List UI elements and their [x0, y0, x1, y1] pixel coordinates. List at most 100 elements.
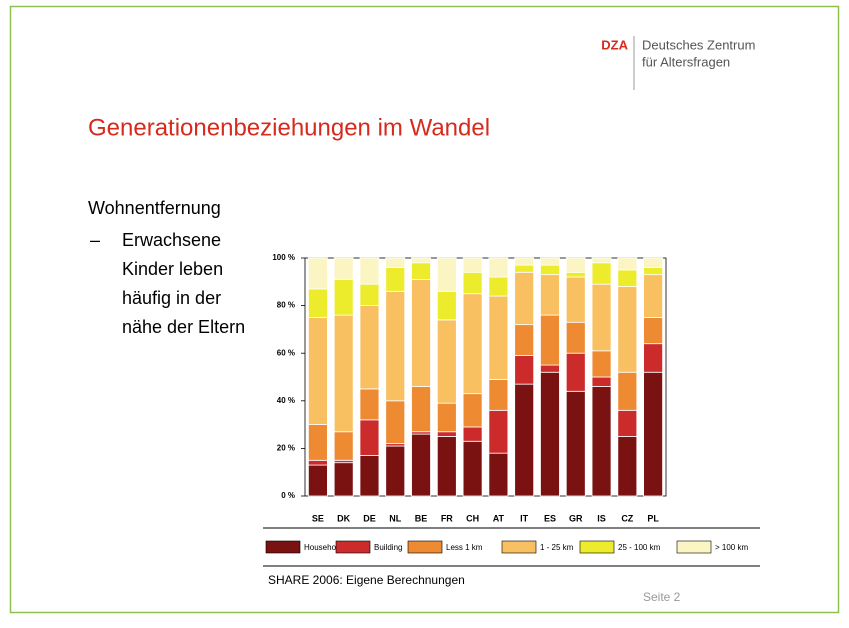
legend-swatch — [579, 540, 615, 554]
legend-swatch — [407, 540, 443, 554]
x-tick-label: BE — [415, 513, 428, 523]
legend-label: Less 1 km — [446, 543, 483, 552]
bar-segment — [385, 400, 406, 445]
bar-segment — [359, 305, 380, 390]
x-tick-label: NL — [389, 513, 401, 523]
bar-segment — [307, 424, 328, 461]
slide-title: Generationenbeziehungen im Wandel — [88, 114, 490, 141]
bar-segment — [540, 257, 560, 266]
bar-segment — [411, 262, 431, 280]
bar-segment — [462, 440, 483, 497]
bar-segment — [617, 257, 638, 271]
bar-segment — [514, 324, 535, 356]
bar-segment — [333, 462, 354, 497]
bar-segment — [565, 257, 586, 273]
bar-segment — [617, 371, 638, 411]
bar-segment — [333, 279, 354, 316]
bar-segment — [643, 317, 664, 345]
x-tick-label: IT — [520, 513, 529, 523]
bar-segment — [333, 314, 354, 433]
x-tick-label: IS — [597, 513, 606, 523]
legend-swatch — [501, 540, 537, 554]
bar-segment — [307, 464, 328, 497]
bar-segment — [488, 409, 509, 454]
y-tick-label: 60 % — [277, 348, 295, 357]
bar-segment — [359, 419, 380, 456]
bar-segment — [514, 264, 535, 273]
x-tick-label: FR — [441, 513, 453, 523]
org-name: für Altersfragen — [642, 54, 730, 69]
x-tick-label: PL — [647, 513, 659, 523]
legend-swatch — [676, 540, 712, 554]
legend-label: Household — [304, 543, 342, 552]
x-tick-label: DE — [363, 513, 376, 523]
bar-segment — [514, 355, 535, 385]
bar-segment — [643, 257, 664, 268]
bar-segment — [617, 269, 638, 287]
bar-segment — [307, 288, 328, 318]
bar-segment — [411, 386, 431, 433]
bar-segment — [359, 283, 380, 306]
bar-segment — [514, 257, 535, 266]
bar-segment — [565, 271, 586, 278]
bar-segment — [643, 371, 664, 497]
bar-segment — [591, 386, 612, 497]
bar-segment — [565, 276, 586, 323]
heading: Wohnentfernung — [88, 198, 221, 218]
bar-segment — [359, 455, 380, 497]
bar-segment — [540, 364, 560, 373]
bar-segment — [591, 283, 612, 352]
bar-segment — [617, 436, 638, 497]
bar-segment — [488, 452, 509, 497]
bar-segment — [591, 376, 612, 387]
bar-segment — [385, 290, 406, 402]
y-tick-label: 80 % — [277, 301, 295, 310]
bar-segment — [540, 264, 560, 276]
bar-segment — [411, 279, 431, 387]
bullet-line: Erwachsene — [122, 230, 221, 250]
x-tick-label: DK — [337, 513, 350, 523]
y-tick-label: 0 % — [281, 491, 295, 500]
logo: DZA — [601, 37, 628, 52]
bar-segment — [411, 257, 431, 264]
legend-label: 25 - 100 km — [618, 543, 661, 552]
x-tick-label: SE — [312, 513, 324, 523]
x-tick-label: AT — [493, 513, 505, 523]
bar-segment — [565, 352, 586, 392]
bar-segment — [307, 317, 328, 425]
bar-segment — [643, 267, 664, 276]
bar-segment — [488, 295, 509, 380]
bar-segment — [591, 350, 612, 378]
bar-segment — [307, 459, 328, 466]
bar-segment — [411, 433, 431, 497]
bullet-line: Kinder leben — [122, 259, 223, 279]
x-tick-label: CZ — [621, 513, 633, 523]
bar-segment — [436, 402, 457, 433]
bar-segment — [333, 431, 354, 461]
page-number: Seite 2 — [643, 590, 681, 604]
bar-segment — [462, 271, 483, 295]
legend-label: Building — [374, 543, 402, 552]
bar-segment — [643, 343, 664, 373]
legend-label: > 100 km — [715, 543, 748, 552]
bar-segment — [385, 445, 406, 497]
bar-segment — [462, 257, 483, 273]
bar-segment — [359, 257, 380, 285]
bar-segment — [307, 257, 328, 290]
bar-segment — [591, 257, 612, 264]
bar-segment — [617, 409, 638, 437]
legend-swatch — [265, 540, 301, 554]
bar-segment — [540, 314, 560, 366]
bar-segment — [462, 426, 483, 442]
bar-segment — [359, 388, 380, 421]
legend-label: 1 - 25 km — [540, 543, 574, 552]
bar-segment — [591, 262, 612, 285]
bar-segment — [333, 257, 354, 280]
source: SHARE 2006: Eigene Berechnungen — [268, 573, 465, 587]
y-tick-label: 20 % — [277, 444, 295, 453]
bullet-marker: – — [90, 230, 100, 250]
bullet-line: nähe der Eltern — [122, 317, 245, 337]
bar-segment — [436, 431, 457, 437]
bar-segment — [488, 378, 509, 411]
